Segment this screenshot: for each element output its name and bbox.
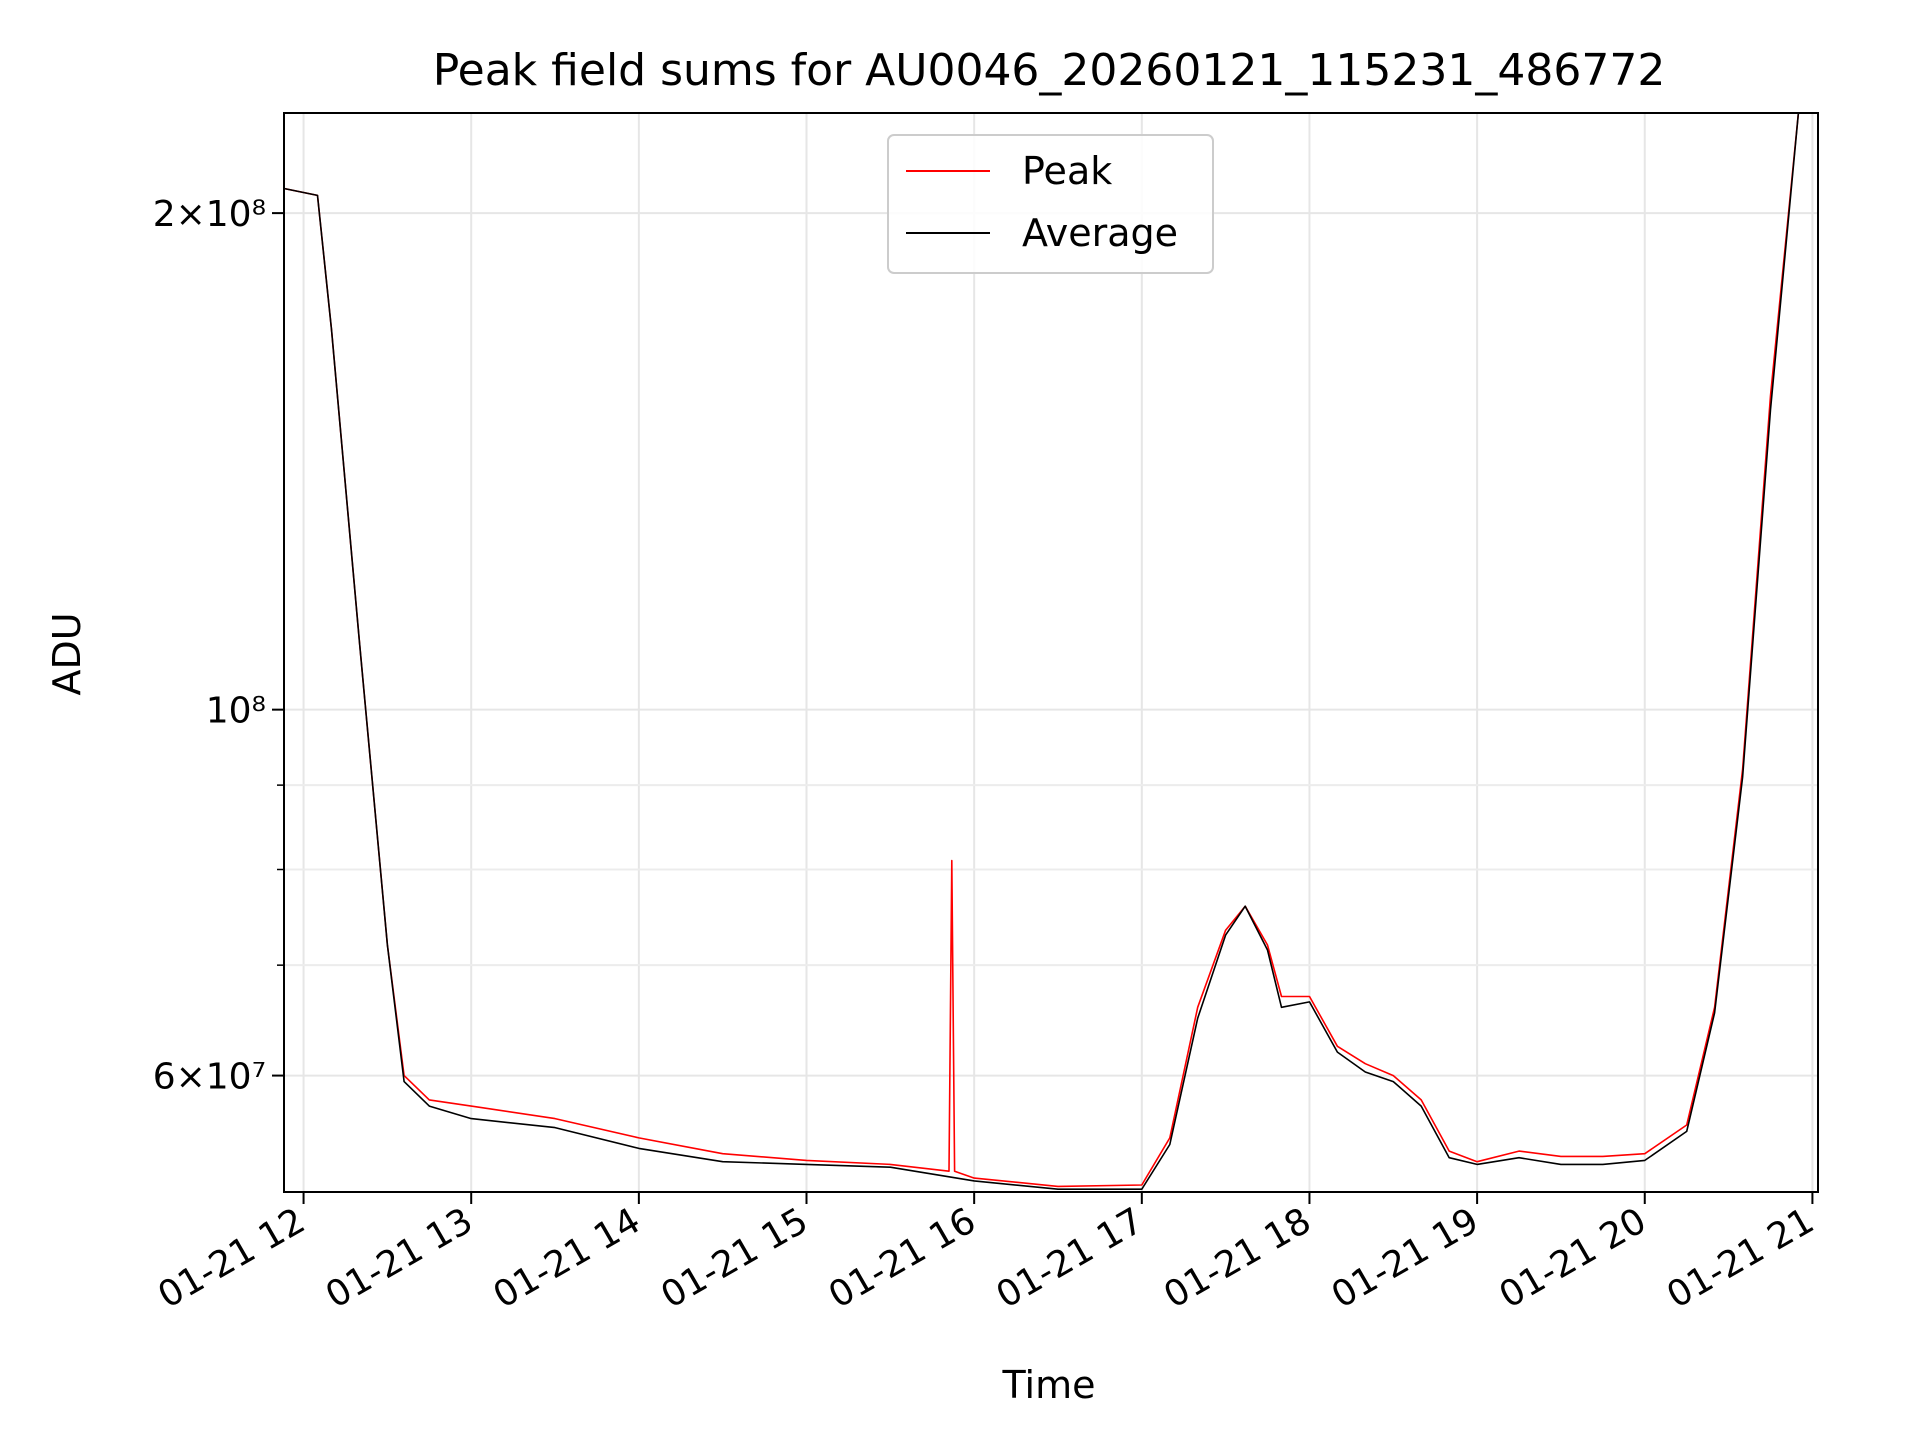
series-line-average <box>283 112 1800 1190</box>
series-layer <box>283 112 1800 1190</box>
y-axis-label: ADU <box>45 612 89 695</box>
legend-box <box>887 134 1214 274</box>
y-tick-label: 10⁸ <box>206 691 266 732</box>
chart-title: Peak field sums for AU0046_20260121_1152… <box>433 45 1666 96</box>
series-line-peak <box>283 112 1800 1188</box>
y-tick-label: 6×10⁷ <box>153 1057 266 1098</box>
legend-peak-label: Peak <box>1022 149 1112 193</box>
x-axis-label: Time <box>1002 1363 1096 1407</box>
legend: Peak Average <box>887 134 1214 274</box>
legend-average-label: Average <box>1022 211 1178 255</box>
y-tick-label: 2×10⁸ <box>153 194 266 235</box>
grid-layer <box>284 113 1818 1192</box>
plot-frame <box>283 112 1819 1193</box>
